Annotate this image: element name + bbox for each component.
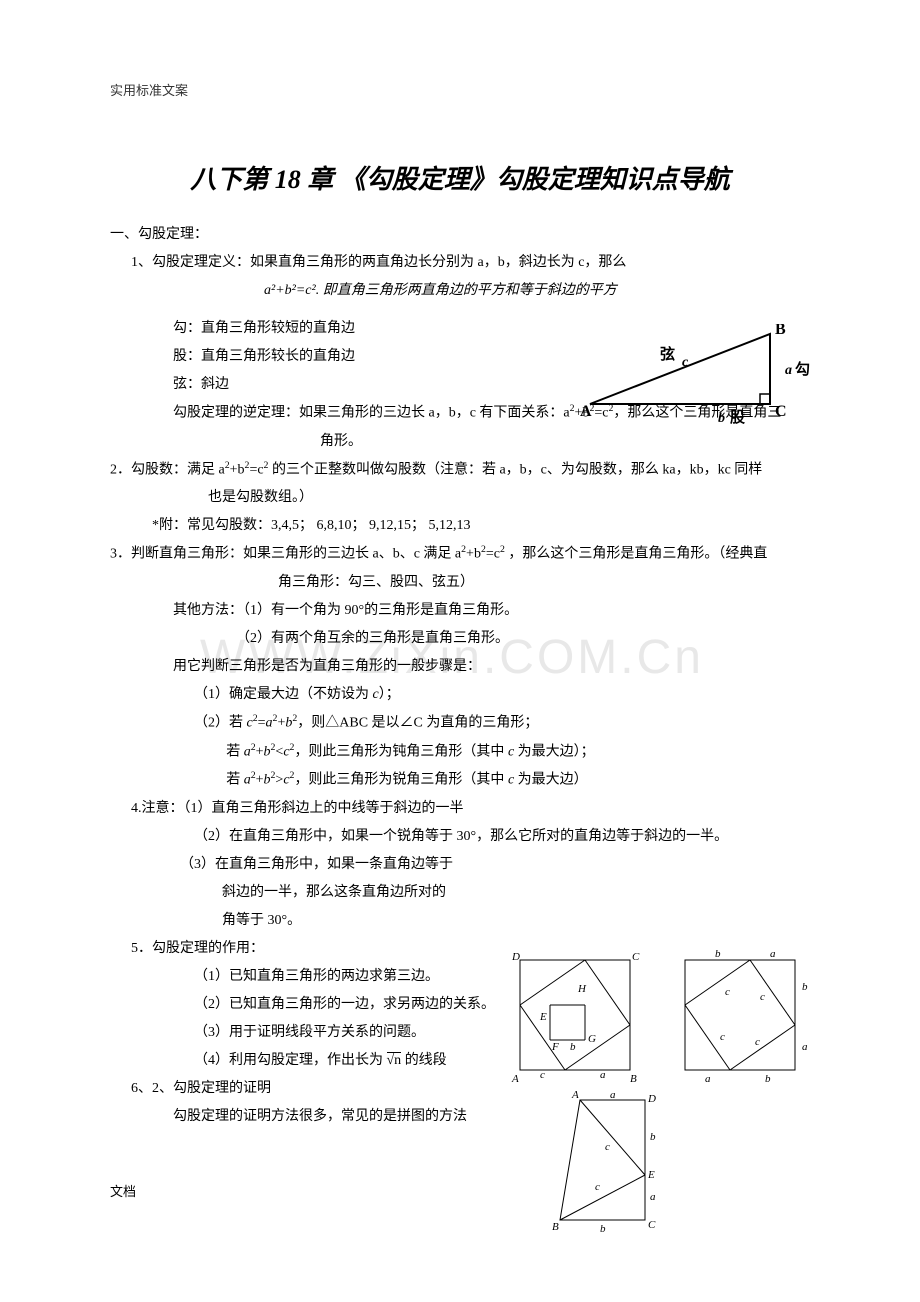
text-line: 2．勾股数：满足 a2+b2=c2 的三个正整数叫做勾股数（注意：若 a，b，c… xyxy=(110,456,810,485)
text-line: 也是勾股数组。） xyxy=(110,484,810,512)
text-line: （3）用于证明线段平方关系的问题。 xyxy=(110,1019,810,1047)
formula-line: a²+b²=c². 即直角三角形两直角边的平方和等于斜边的平方 xyxy=(110,277,810,305)
text-line: 角等于 30°。 xyxy=(110,907,810,935)
text-line: 角三角形：勾三、股四、弦五） xyxy=(110,569,810,597)
text-line: 4.注意：（1）直角三角形斜边上的中线等于斜边的一半 xyxy=(110,795,810,823)
text-line: 3．判断直角三角形：如果三角形的三边长 a、b、c 满足 a2+b2=c2 ，那… xyxy=(110,540,810,569)
text-line: *附：常见勾股数：3,4,5； 6,8,10； 9,12,15； 5,12,13 xyxy=(110,512,810,540)
footer-text: 文档 xyxy=(110,1181,810,1200)
text-line: （1）确定最大边（不妨设为 c）； xyxy=(110,681,810,709)
svg-text:B: B xyxy=(552,1221,559,1233)
svg-text:b: b xyxy=(600,1223,606,1235)
text-line: 1、勾股定理定义：如果直角三角形的两直角边长分别为 a，b，斜边长为 c，那么 xyxy=(110,249,810,277)
text-line: （2）有两个角互余的三角形是直角三角形。 xyxy=(110,625,810,653)
section-heading: 一、勾股定理： xyxy=(110,221,810,249)
page-title: 八下第 18 章 《勾股定理》勾股定理知识点导航 xyxy=(110,159,810,196)
header-text: 实用标准文案 xyxy=(110,80,810,99)
text-line: 斜边的一半，那么这条直角边所对的 xyxy=(110,879,810,907)
text-line: 5．勾股定理的作用： xyxy=(110,935,810,963)
text-line: （2）已知直角三角形的一边，求另两边的关系。 xyxy=(110,991,810,1019)
text-line: 若 a2+b2<c2，则此三角形为钝角三角形（其中 c 为最大边）； xyxy=(110,738,810,767)
text-line: （2）若 c2=a2+b2，则△ABC 是以∠C 为直角的三角形； xyxy=(110,709,810,738)
text-line: 勾股定理的逆定理：如果三角形的三边长 a，b，c 有下面关系：a2+b2=c2，… xyxy=(110,399,810,428)
text-line: （1）已知直角三角形的两边求第三边。 xyxy=(110,963,810,991)
text-line: 弦：斜边 xyxy=(110,371,810,399)
text-line: （2）在直角三角形中，如果一个锐角等于 30°，那么它所对的直角边等于斜边的一半… xyxy=(110,823,810,851)
text-line: 勾股定理的证明方法很多，常见的是拼图的方法 xyxy=(110,1103,810,1131)
text-line: 勾：直角三角形较短的直角边 xyxy=(110,315,810,343)
text-line: （4）利用勾股定理，作出长为 √n 的线段 xyxy=(110,1047,810,1075)
text-line: 6、2、勾股定理的证明 xyxy=(110,1075,810,1103)
text-line: 用它判断三角形是否为直角三角形的一般步骤是： xyxy=(110,653,810,681)
text-line: 若 a2+b2>c2，则此三角形为锐角三角形（其中 c 为最大边） xyxy=(110,766,810,795)
text-line: 角形。 xyxy=(110,428,810,456)
svg-text:C: C xyxy=(648,1219,656,1231)
main-content: 一、勾股定理： 1、勾股定理定义：如果直角三角形的两直角边长分别为 a，b，斜边… xyxy=(110,221,810,1131)
text-line: （3）在直角三角形中，如果一条直角边等于 xyxy=(110,851,810,879)
text-line: 其他方法：（1）有一个角为 90°的三角形是直角三角形。 xyxy=(110,597,810,625)
text-line: 股：直角三角形较长的直角边 xyxy=(110,343,810,371)
